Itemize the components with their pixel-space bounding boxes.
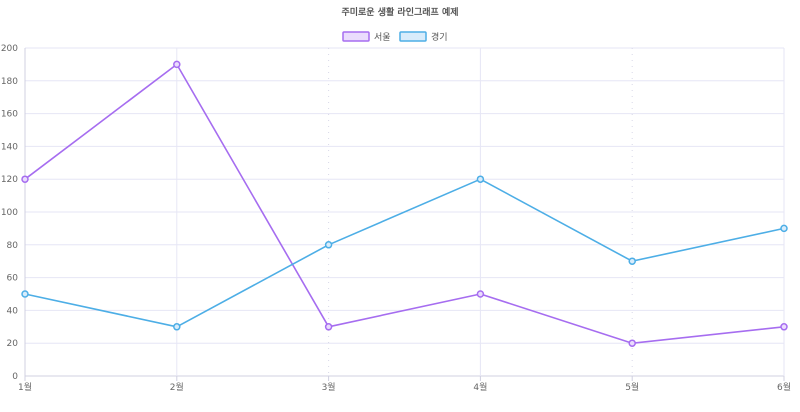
legend-item-seoul[interactable]: 서울 [342,31,391,43]
x-tick-label: 1월 [18,381,32,393]
legend-label-seoul: 서울 [374,32,391,43]
y-tick-label: 140 [1,142,18,152]
x-tick-label: 3월 [322,381,336,393]
data-point-seoul[interactable] [21,175,29,183]
legend-swatch-seoul [342,31,370,42]
y-tick-label: 200 [1,44,18,54]
x-tick-label: 6월 [777,381,791,393]
y-tick-label: 120 [1,175,18,185]
data-point-seoul[interactable] [780,323,788,331]
legend-label-gyeonggi: 경기 [431,31,448,43]
y-tick-label: 40 [7,306,19,316]
legend-item-gyeonggi[interactable]: 경기 [399,31,448,43]
data-point-seoul[interactable] [476,290,485,298]
y-tick-label: 80 [7,241,19,251]
y-tick-label: 100 [1,208,18,218]
chart-title: 주미로운 생활 라인그래프 예제 [341,6,458,18]
data-point-seoul[interactable] [628,339,636,347]
x-tick-label: 2월 [170,381,184,393]
legend: 서울 경기 [342,31,448,43]
data-points [21,60,788,347]
legend-swatch-gyeonggi [399,31,427,42]
x-tick-label: 5월 [625,381,639,393]
data-point-gyeonggi[interactable] [476,175,485,183]
data-point-gyeonggi[interactable] [173,323,181,331]
x-axis-ticks: 1월 2월 3월 4월 5월 6월 [18,381,791,393]
y-tick-label: 60 [7,274,19,284]
data-point-gyeonggi[interactable] [21,290,29,298]
series-lines [24,63,785,344]
data-point-gyeonggi[interactable] [324,241,333,249]
y-axis-ticks: 0 20 40 60 80 100 120 140 160 180 200 [1,44,18,382]
y-tick-label: 160 [1,110,18,120]
x-tick-label: 4월 [473,381,487,393]
data-point-gyeonggi[interactable] [628,257,636,265]
y-tick-label: 20 [7,339,19,349]
grid [24,47,785,381]
series-line-gyeonggi [24,178,785,328]
series-line-seoul [24,63,785,344]
y-tick-label: 180 [1,77,18,87]
y-tick-label: 0 [12,372,18,382]
data-point-seoul[interactable] [173,60,181,69]
data-point-gyeonggi[interactable] [780,224,788,233]
data-point-seoul[interactable] [324,323,333,331]
